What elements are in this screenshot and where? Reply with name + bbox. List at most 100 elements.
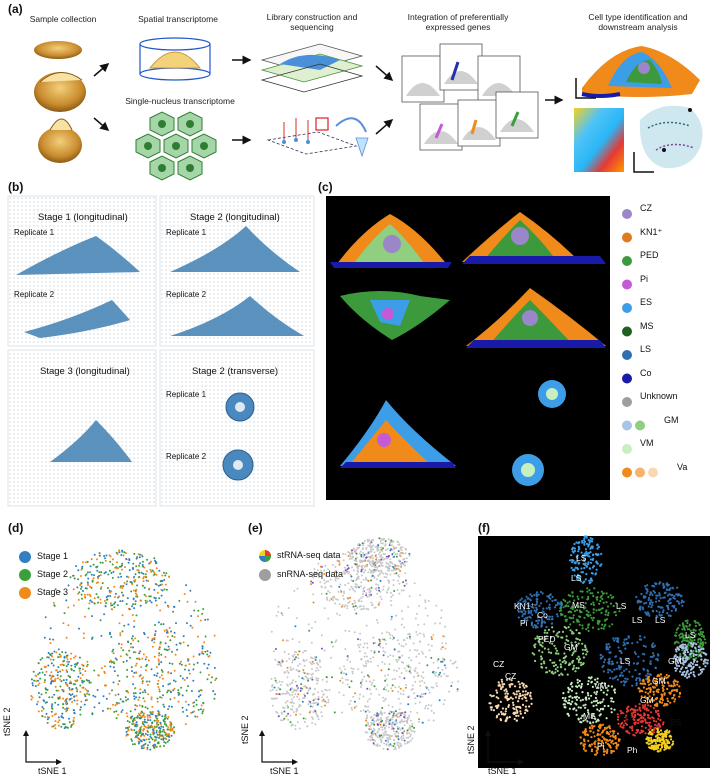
scatter-point [653,677,656,680]
scatter-point [394,746,397,749]
scatter-point [380,669,383,672]
scatter-point [444,647,447,650]
scatter-point [356,606,359,609]
scatter-point [138,716,141,719]
scatter-point [567,712,570,716]
scatter-point [689,653,692,656]
scatter-point [525,595,528,598]
scatter-point [673,595,676,598]
scatter-point [49,674,51,677]
legend-marker [622,444,632,454]
scatter-point [430,709,433,712]
scatter-point [645,587,648,590]
scatter-point [79,713,82,716]
scatter-point [137,698,140,701]
scatter-point [155,604,158,607]
scatter-point [582,562,585,566]
scatter-point [314,657,317,660]
scatter-point [390,544,393,547]
scatter-point [274,679,277,682]
scatter-point [370,649,373,652]
scatter-point [134,600,137,603]
scatter-point [366,596,369,598]
scatter-point [37,684,40,687]
scatter-point [163,745,165,747]
scatter-point [159,731,162,733]
scatter-point [573,542,576,546]
scatter-point [380,542,383,545]
scatter-point [642,686,646,689]
scatter-point [163,579,166,581]
scatter-point [426,707,429,710]
scatter-point [658,700,661,703]
scatter-point [579,699,582,702]
scatter-point [384,540,387,543]
scatter-point [81,565,84,568]
scatter-point [97,596,100,599]
scatter-point [387,690,390,693]
scatter-point [114,596,116,598]
scatter-point [646,672,650,675]
scatter-point [328,591,331,594]
scatter-point [401,617,404,620]
scatter-point [43,636,46,639]
scatter-point [630,712,634,715]
scatter-point [654,726,657,729]
scatter-point [348,600,351,603]
scatter-point [129,656,131,659]
scatter-point [654,709,658,713]
scatter-point [142,697,145,700]
scatter-point [274,677,276,680]
scatter-point [551,661,554,664]
scatter-point [377,586,380,589]
scatter-point [281,659,284,662]
scatter-point [570,681,573,685]
scatter-point [574,670,577,673]
scatter-point [316,569,319,572]
scatter-point [134,664,137,667]
scatter-point [160,738,163,741]
scatter-point [645,687,648,691]
scatter-point [350,667,353,670]
scatter-point [572,616,575,620]
scatter-point [286,704,289,707]
scatter-point [59,675,62,678]
scatter-point [290,698,293,701]
scatter-point [44,679,46,682]
scatter-point [414,667,417,670]
scatter-point [403,716,406,719]
scatter-point [581,648,584,651]
scatter-point [164,601,167,604]
scatter-point [63,723,66,726]
scatter-point [618,668,621,671]
scatter-point [432,670,435,673]
scatter-point [340,671,343,674]
scatter-point [114,704,117,707]
scatter-point [108,660,111,663]
scatter-point [624,677,627,680]
scatter-point [388,736,391,739]
scatter-point [303,696,306,699]
scatter-point [303,721,306,723]
scatter-point [684,675,687,678]
scatter-point [591,685,595,689]
scatter-point [329,578,332,581]
scatter-point [186,676,189,679]
scatter-point [142,653,145,656]
scatter-point [143,575,145,578]
scatter-point [113,662,116,665]
scatter-point [667,600,670,603]
scatter-point [699,630,702,634]
scatter-point [125,659,128,662]
scatter-point [408,632,411,635]
scatter-point [658,592,661,595]
scatter-point [352,580,355,582]
scatter-point [171,635,174,638]
scatter-point [167,708,170,711]
scatter-point [187,685,190,688]
scatter-point [636,600,639,603]
scatter-point [135,721,138,724]
scatter-point [384,651,387,654]
scatter-point [327,617,330,620]
scatter-point [379,572,382,575]
